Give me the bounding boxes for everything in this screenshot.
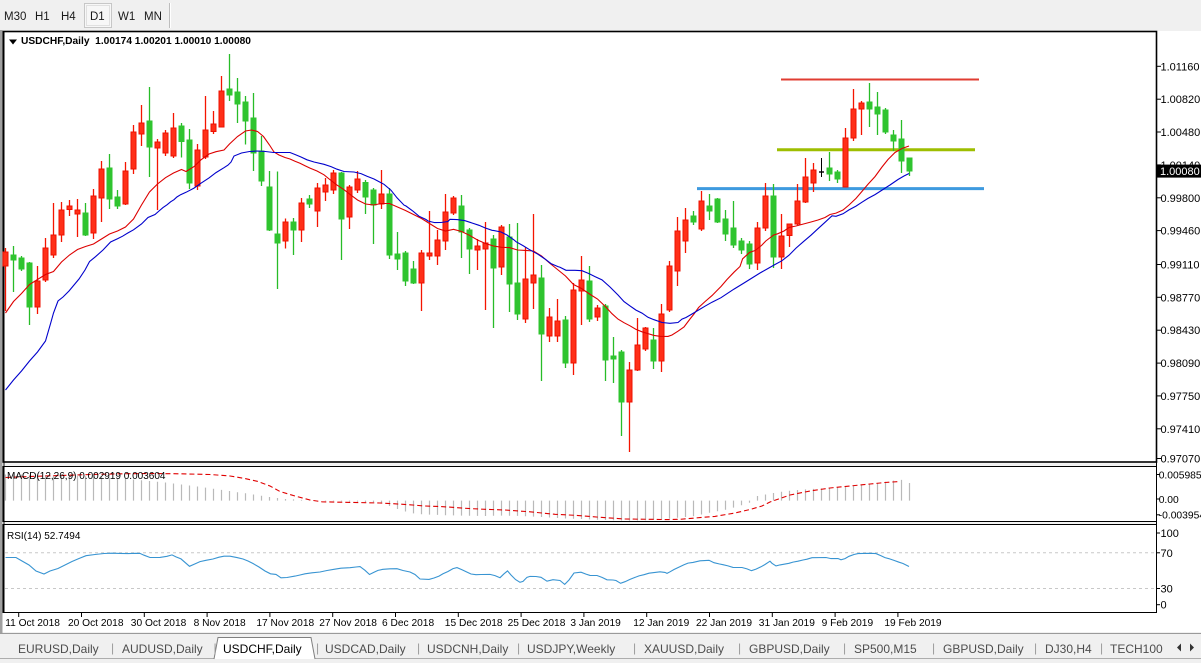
svg-text:100: 100 (1161, 528, 1179, 540)
svg-text:SP500,M15: SP500,M15 (854, 642, 917, 656)
svg-text:30 Oct 2018: 30 Oct 2018 (131, 618, 187, 629)
svg-text:22 Jan 2019: 22 Jan 2019 (696, 618, 752, 629)
svg-text:19 Feb 2019: 19 Feb 2019 (884, 618, 942, 629)
svg-text:1.01160: 1.01160 (1161, 61, 1200, 73)
svg-text:|: | (111, 641, 114, 655)
svg-text:MACD(12,26,9) 0.002919 0.00360: MACD(12,26,9) 0.002919 0.003604 (7, 471, 166, 482)
svg-text:17 Nov 2018: 17 Nov 2018 (256, 618, 314, 629)
svg-text:9 Feb 2019: 9 Feb 2019 (822, 618, 874, 629)
svg-text:0.99110: 0.99110 (1161, 260, 1200, 272)
svg-text:0.005985: 0.005985 (1159, 470, 1201, 481)
svg-text:|: | (1034, 641, 1037, 655)
svg-text:|: | (843, 641, 846, 655)
svg-text:0.97070: 0.97070 (1161, 454, 1201, 466)
svg-text:DJ30,H4: DJ30,H4 (1045, 642, 1092, 656)
svg-text:0.97410: 0.97410 (1161, 424, 1201, 436)
svg-text:70: 70 (1161, 548, 1173, 560)
svg-text:|: | (932, 641, 935, 655)
svg-text:|: | (417, 641, 420, 655)
svg-text:6 Dec 2018: 6 Dec 2018 (382, 618, 434, 629)
svg-text:0.00: 0.00 (1159, 495, 1179, 506)
svg-text:USDJPY,Weekly: USDJPY,Weekly (527, 642, 615, 656)
svg-text:27 Nov 2018: 27 Nov 2018 (319, 618, 377, 629)
svg-text:|: | (1100, 641, 1103, 655)
svg-text:H4: H4 (61, 11, 76, 23)
svg-text:GBPUSD,Daily: GBPUSD,Daily (749, 642, 830, 656)
svg-text:H1: H1 (35, 11, 50, 23)
svg-text:0.97750: 0.97750 (1161, 391, 1201, 403)
svg-text:0.99460: 0.99460 (1161, 226, 1201, 238)
svg-text:31 Jan 2019: 31 Jan 2019 (759, 618, 815, 629)
svg-text:USDCHF,Daily 1.00174 1.00201: USDCHF,Daily 1.00174 1.00201 1.00010 1.0… (21, 36, 251, 47)
svg-text:|: | (517, 641, 520, 655)
svg-text:1.00080: 1.00080 (1160, 166, 1200, 178)
svg-text:USDCAD,Daily: USDCAD,Daily (325, 642, 406, 656)
svg-text:|: | (316, 641, 319, 655)
svg-text:TECH100: TECH100 (1110, 642, 1163, 656)
svg-text:1.00820: 1.00820 (1161, 94, 1201, 106)
svg-text:20 Oct 2018: 20 Oct 2018 (68, 618, 124, 629)
svg-text:0: 0 (1161, 600, 1167, 612)
svg-text:GBPUSD,Daily: GBPUSD,Daily (943, 642, 1024, 656)
svg-text:3 Jan 2019: 3 Jan 2019 (570, 618, 621, 629)
svg-text:15 Dec 2018: 15 Dec 2018 (445, 618, 503, 629)
svg-text:RSI(14) 52.7494: RSI(14) 52.7494 (7, 531, 81, 542)
svg-text:-0.003954: -0.003954 (1159, 511, 1201, 522)
svg-text:12 Jan 2019: 12 Jan 2019 (633, 618, 689, 629)
svg-text:USDCHF,Daily: USDCHF,Daily (223, 642, 302, 656)
svg-text:11 Oct 2018: 11 Oct 2018 (5, 618, 60, 629)
svg-text:30: 30 (1161, 584, 1173, 596)
svg-text:8 Nov 2018: 8 Nov 2018 (194, 618, 246, 629)
svg-text:0.98090: 0.98090 (1161, 358, 1201, 370)
svg-text:25 Dec 2018: 25 Dec 2018 (508, 618, 566, 629)
svg-text:USDCNH,Daily: USDCNH,Daily (427, 642, 508, 656)
svg-text:|: | (214, 641, 217, 655)
svg-text:W1: W1 (118, 11, 135, 23)
svg-text:AUDUSD,Daily: AUDUSD,Daily (122, 642, 203, 656)
svg-text:|: | (738, 641, 741, 655)
svg-text:0.99800: 0.99800 (1161, 193, 1201, 205)
svg-text:0.98770: 0.98770 (1161, 292, 1201, 304)
svg-text:0.98430: 0.98430 (1161, 325, 1201, 337)
svg-text:1.00480: 1.00480 (1161, 127, 1201, 139)
svg-text:|: | (633, 641, 636, 655)
svg-text:M30: M30 (4, 11, 26, 23)
svg-text:EURUSD,Daily: EURUSD,Daily (18, 642, 99, 656)
svg-text:XAUUSD,Daily: XAUUSD,Daily (644, 642, 724, 656)
svg-text:D1: D1 (90, 11, 105, 23)
svg-text:MN: MN (144, 11, 162, 23)
